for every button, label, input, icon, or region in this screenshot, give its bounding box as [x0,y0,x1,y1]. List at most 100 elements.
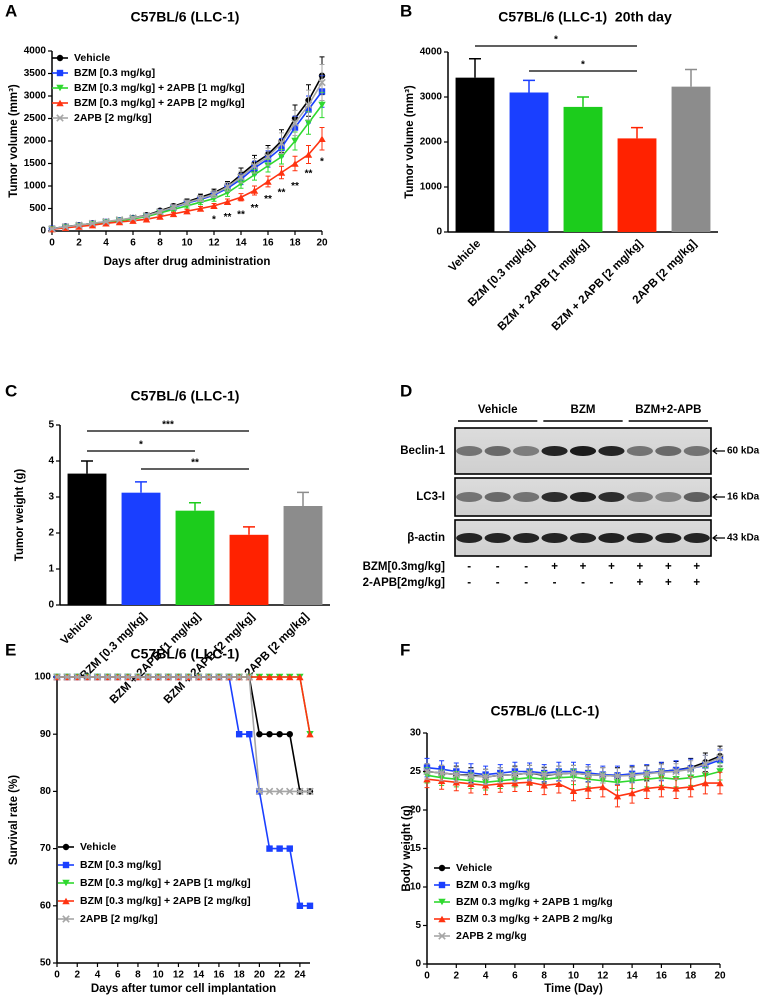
y-tick-label: 2500 [24,113,47,124]
blot-band [456,533,483,543]
size-label: 16 kDa [727,492,760,503]
marker [555,780,563,788]
panel-label: A [5,1,17,20]
y-tick-label: 5 [415,920,421,931]
blot-band [598,492,625,502]
marker [628,771,636,780]
x-tick-label: 6 [130,238,136,249]
marker [672,785,680,792]
marker [555,770,563,778]
x-tick-label: 20 [316,238,328,249]
annotation: ** [237,210,245,221]
significance-label: * [581,60,585,71]
x-tick-label: 4 [483,971,489,982]
error-bar [523,79,535,93]
treatment-sign: + [551,561,558,573]
marker [296,673,304,681]
blot-band [456,492,483,502]
y-tick-label: 2000 [420,137,443,148]
blot-band [569,492,597,502]
blot-band [626,446,653,456]
legend-label: 2APB 2 mg/kg [456,930,527,942]
significance-label: ** [191,458,199,469]
y-tick-label: 20 [410,805,422,816]
marker [584,785,592,792]
blot-band [655,446,682,456]
chart-title: C57BL/6 (LLC-1) 20th day [498,9,672,25]
panel-label: E [5,640,16,659]
marker [210,202,218,209]
significance-label: * [139,440,143,451]
marker [142,216,151,223]
x-tick-label: 6 [115,970,121,981]
x-tick-label: Vehicle [59,611,96,648]
marker [628,789,636,797]
marker [83,673,92,681]
marker [467,772,475,780]
blot-band [513,446,540,456]
bar [671,86,711,233]
annotation: ** [278,188,286,199]
x-tick-label: 12 [173,970,185,981]
marker [169,210,178,218]
marker [686,765,695,773]
marker [496,771,505,780]
x-tick-label: 8 [541,971,547,982]
marker [154,673,162,681]
x-tick-label: 0 [49,238,55,249]
x-tick-label: 14 [235,238,247,249]
marker [235,673,243,681]
x-tick-label: 10 [153,970,165,981]
marker [613,772,622,780]
blot-band [541,446,568,456]
significance-label: *** [162,420,174,431]
marker [113,673,122,681]
marker [599,771,607,780]
row-label: LC3-I [416,491,445,503]
y-tick-label: 5 [48,420,54,431]
legend-label: BZM [0.3 mg/kg] [80,859,161,871]
x-tick-label: Vehicle [447,238,484,275]
x-tick-label: 2 [74,970,80,981]
legend-label: BZM [0.3 mg/kg] [74,67,155,79]
marker [93,673,102,681]
marker [481,773,490,781]
bar [455,77,495,233]
marker [102,217,110,226]
marker [613,792,622,800]
marker [525,779,534,786]
x-tick-label: 16 [262,238,274,249]
marker [194,673,203,681]
blot-band [541,533,568,543]
marker [277,169,286,176]
y-axis-label: Tumor volume (mm³) [8,84,20,198]
treatment-sign: - [581,577,585,589]
marker [452,770,461,779]
marker [129,217,137,224]
marker [643,785,651,792]
marker [296,902,304,909]
marker [255,673,264,681]
marker [88,221,97,229]
marker [584,770,592,779]
marker [286,731,293,738]
marker [134,673,142,681]
marker [264,178,272,185]
y-axis-label: Tumor weight (g) [14,469,26,562]
marker [285,787,294,796]
y-tick-label: 1500 [24,158,47,169]
marker [569,769,578,777]
marker [225,673,233,681]
x-tick-label: BZM + 2APB [1 mg/kg] [496,238,592,334]
size-label: 60 kDa [727,446,760,457]
y-tick-label: 0 [48,600,54,611]
y-tick-label: 25 [410,766,422,777]
marker [511,770,519,779]
legend-label: BZM [0.3 mg/kg] + 2APB [1 mg/kg] [74,82,245,94]
marker [237,180,245,187]
blot-band [683,533,710,543]
legend-marker [438,864,446,872]
marker [716,779,724,787]
chart-title: C57BL/6 (LLC-1) [131,9,240,25]
